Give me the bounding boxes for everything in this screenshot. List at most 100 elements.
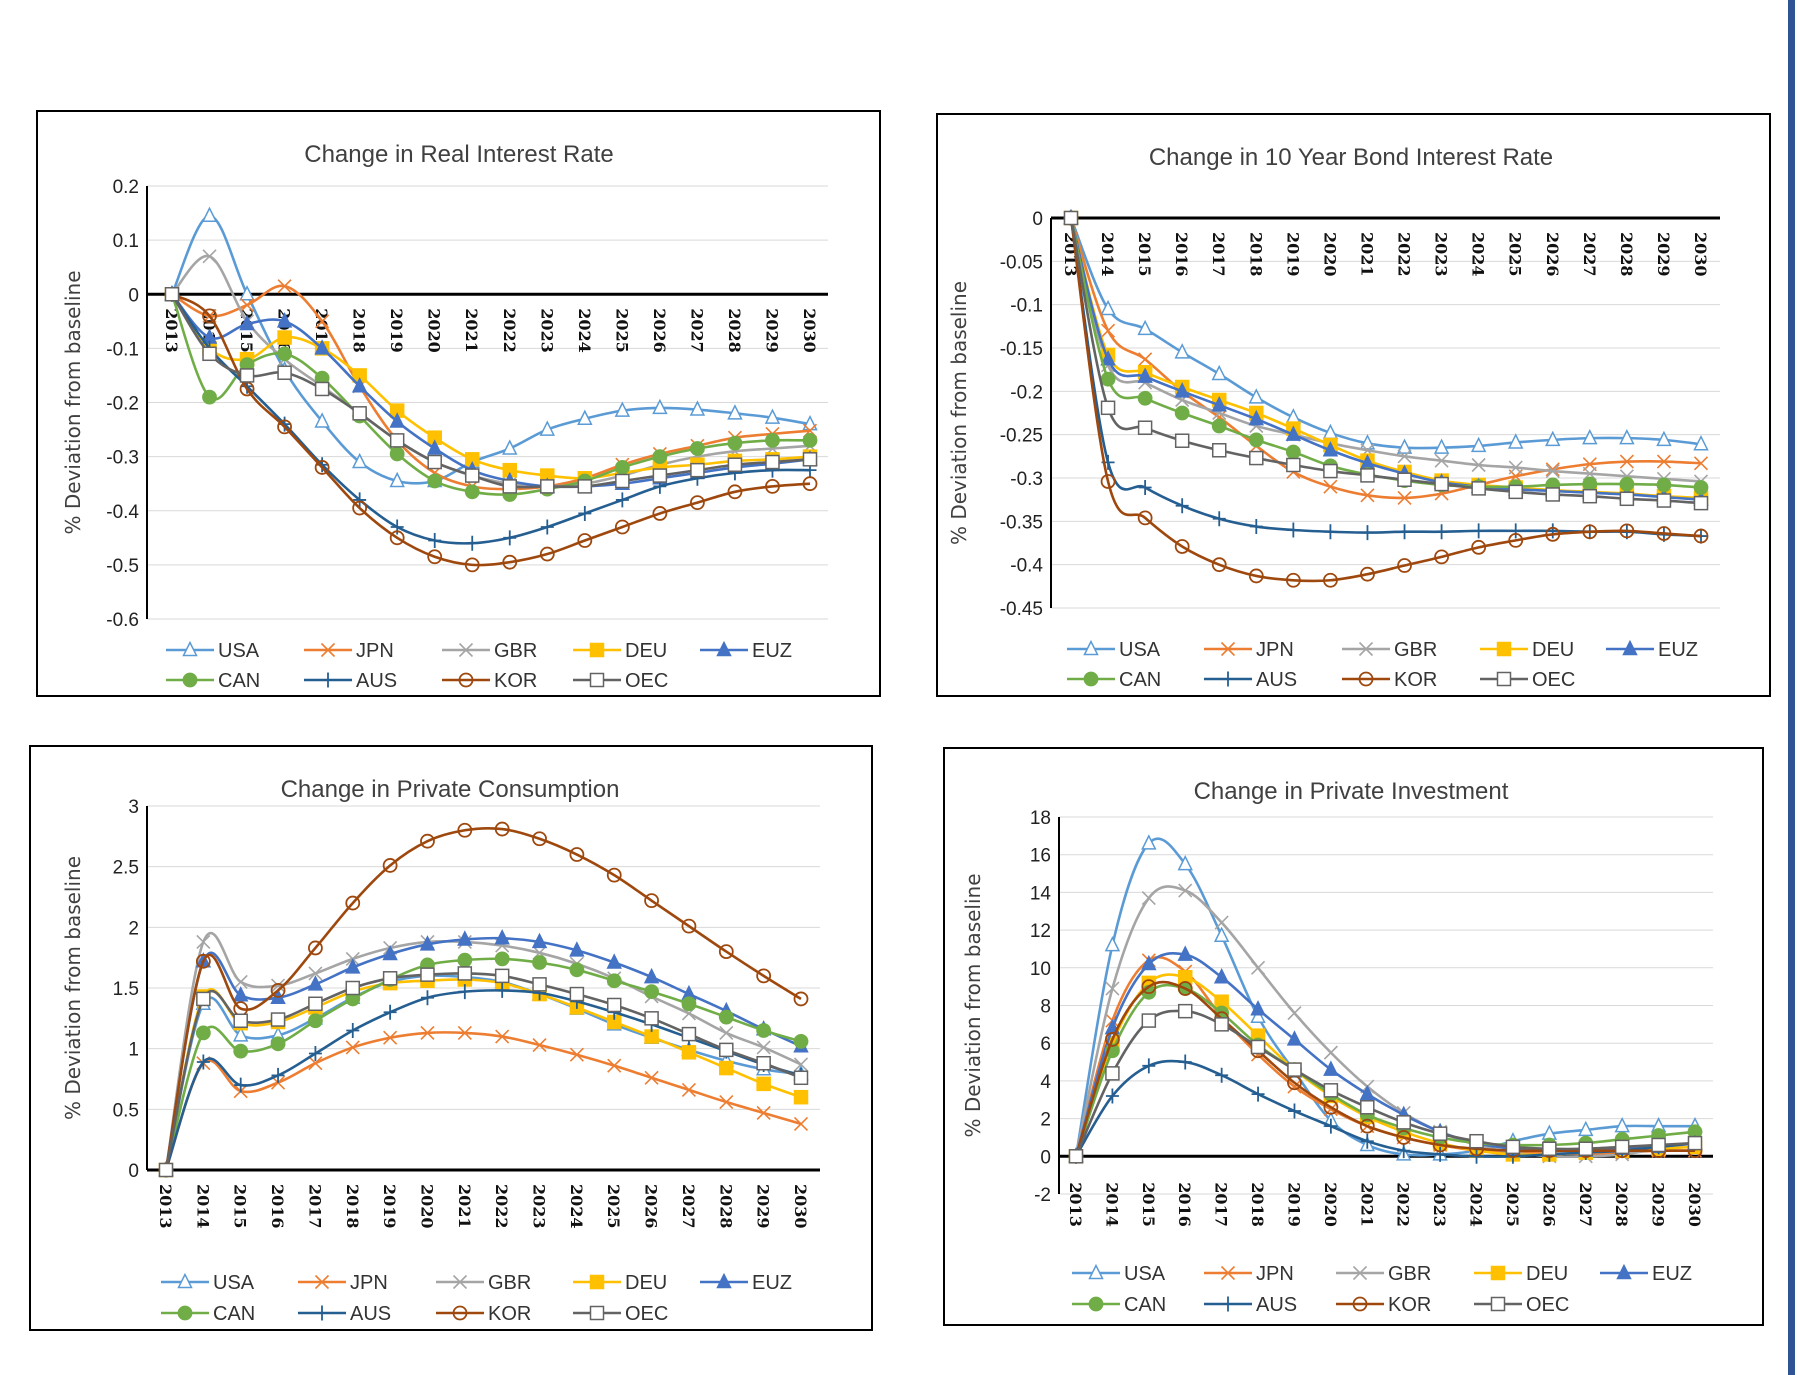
data-point (643, 967, 660, 984)
legend-label: KOR (1394, 669, 1437, 691)
legend-marker-icon (452, 1274, 468, 1290)
data-point (1470, 1148, 1484, 1164)
data-point (420, 1025, 435, 1040)
legend-marker-icon (452, 1305, 468, 1321)
series-oec (158, 966, 809, 1178)
legend-label: OEC (1532, 669, 1575, 691)
series-line (164, 826, 802, 1171)
legend-marker-icon (321, 672, 335, 688)
x-tick-label: 2017 (1209, 232, 1228, 277)
data-point (353, 492, 367, 508)
x-tick-label: 2015 (1135, 232, 1154, 277)
legend-label: USA (213, 1272, 255, 1294)
legend-item-usa: USA (166, 640, 260, 662)
data-point (277, 365, 292, 380)
data-point (652, 468, 668, 483)
data-point (1178, 883, 1193, 898)
x-tick-label: 2030 (791, 1184, 810, 1229)
chart-border (943, 747, 1764, 1326)
data-point (1472, 523, 1486, 539)
y-axis-label: % Deviation from baseline (961, 873, 985, 1137)
data-point (1174, 343, 1190, 359)
data-point (756, 1040, 771, 1055)
data-point (1323, 463, 1338, 479)
x-tick-label: 2015 (231, 1184, 250, 1229)
data-point (727, 457, 743, 472)
legend-label: GBR (1394, 639, 1437, 661)
legend-item-jpn: JPN (304, 640, 394, 662)
data-point (503, 530, 517, 546)
legend-item-can: CAN (1072, 1294, 1166, 1316)
legend-item-oec: OEC (573, 1303, 668, 1325)
legend-marker-icon (1088, 1263, 1104, 1280)
y-tick-label: 2.5 (113, 858, 139, 879)
y-tick-label: -0.25 (1000, 426, 1043, 447)
data-point (690, 462, 705, 478)
data-point (1212, 511, 1226, 527)
data-point (457, 822, 473, 838)
x-tick-label: 2016 (268, 1184, 287, 1229)
legend-label: GBR (1388, 1263, 1431, 1285)
data-point (1545, 526, 1561, 542)
data-point (1174, 539, 1190, 554)
data-point (1175, 498, 1189, 514)
data-point (1545, 430, 1561, 447)
data-point (1214, 915, 1229, 930)
legend-label: CAN (1119, 669, 1161, 691)
x-tick-label: 2018 (1248, 1182, 1267, 1227)
data-point (793, 1057, 809, 1072)
data-point (1471, 539, 1487, 555)
legend-marker-icon (1220, 641, 1236, 657)
data-point (802, 432, 818, 448)
data-point (345, 1040, 360, 1055)
data-point (464, 557, 480, 573)
data-point (1141, 979, 1157, 995)
y-tick-label: -2 (1034, 1185, 1051, 1206)
data-point (652, 449, 668, 465)
data-point (502, 439, 518, 455)
data-point (389, 530, 405, 546)
data-point (427, 549, 443, 565)
x-tick-label: 2022 (1395, 232, 1414, 277)
y-tick-label: -0.3 (1010, 469, 1043, 490)
x-tick-label: 2020 (1321, 1182, 1340, 1227)
legend-marker-icon (589, 642, 605, 658)
chart-border (936, 113, 1771, 697)
data-point (383, 1004, 397, 1020)
legend-label: DEU (625, 640, 667, 662)
data-point (420, 990, 434, 1006)
x-tick-label: 2022 (492, 1184, 511, 1229)
x-tick-label: 2027 (679, 1184, 698, 1229)
data-point (420, 967, 435, 982)
data-point (652, 506, 668, 521)
data-point (727, 484, 743, 500)
y-tick-label: -0.6 (106, 610, 139, 631)
data-point (727, 404, 743, 420)
data-point (577, 533, 593, 548)
legend-item-jpn: JPN (298, 1272, 388, 1294)
data-point (383, 1030, 398, 1045)
data-point (1211, 443, 1227, 458)
legend-marker-icon (1083, 671, 1099, 687)
data-point (681, 1045, 697, 1060)
data-point (1470, 436, 1487, 453)
data-point (607, 1058, 622, 1073)
y-tick-label: 0 (128, 285, 139, 306)
data-point (793, 1089, 809, 1105)
x-tick-label: 2017 (305, 1184, 324, 1229)
data-point (233, 974, 248, 989)
legend-label: EUZ (752, 1272, 792, 1294)
y-tick-label: 2 (1040, 1110, 1051, 1131)
data-point (1287, 1062, 1302, 1077)
x-tick-label: 2013 (1066, 1182, 1085, 1227)
data-point (1248, 388, 1265, 404)
data-point (539, 546, 555, 562)
series-line (171, 293, 811, 567)
data-point (1360, 1133, 1374, 1149)
data-point (1582, 428, 1598, 445)
chart-panel-2: Change in 10 Year Bond Interest Rate % De… (936, 113, 1771, 697)
data-point (1578, 1120, 1594, 1137)
data-point (1323, 572, 1338, 588)
legend-label: KOR (488, 1303, 531, 1325)
data-point (727, 435, 743, 451)
